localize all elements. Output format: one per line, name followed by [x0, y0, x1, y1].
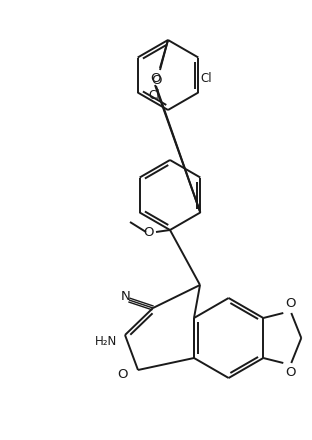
Text: O: O — [118, 367, 128, 381]
Text: O: O — [144, 225, 154, 238]
Text: O: O — [151, 73, 161, 87]
Text: Cl: Cl — [200, 72, 212, 84]
Text: H₂N: H₂N — [95, 334, 117, 348]
Text: O: O — [150, 72, 160, 84]
Text: O: O — [285, 297, 296, 310]
Text: N: N — [121, 290, 131, 303]
Text: O: O — [285, 366, 296, 379]
Text: Cl: Cl — [149, 89, 160, 102]
